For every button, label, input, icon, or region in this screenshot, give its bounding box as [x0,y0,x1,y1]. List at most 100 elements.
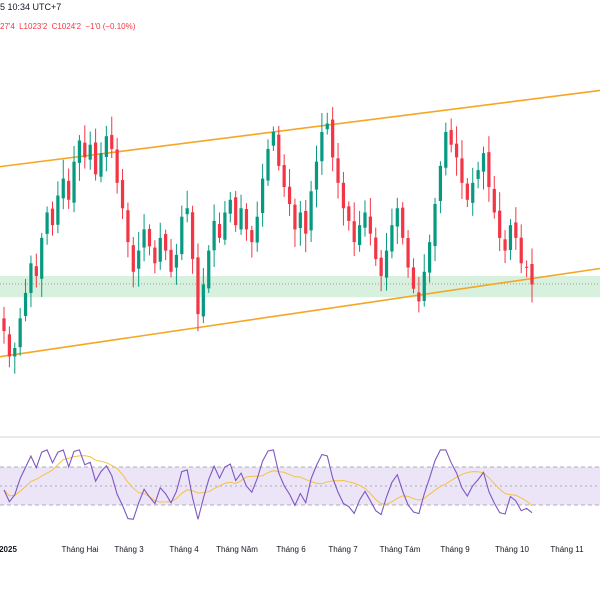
candle-body [83,142,87,158]
candle-body [309,191,313,231]
ohlc-low: L1023'2 [19,22,48,31]
x-tick-label: Tháng 6 [276,545,306,554]
support-zone [0,276,600,298]
candle-body [61,178,65,199]
candle-body [2,318,6,332]
candle-body [196,257,200,315]
candle-body [271,132,276,146]
candle-body [530,263,534,285]
ohlc-change: −1'0 (−0.10%) [85,22,136,31]
candle-body [508,225,513,251]
candle-body [320,132,324,162]
lower-trendline [0,267,600,358]
candle-body [422,271,426,301]
x-tick-label: Tháng 11 [550,545,584,554]
candle-body [433,204,437,247]
candle-body [428,242,432,273]
candle-body [212,220,216,251]
candle-body [476,170,480,179]
candle-body [223,212,227,240]
rsi-ma-line [3,455,533,506]
x-tick-label: Tháng Hai [62,545,99,554]
candle-body [498,210,502,238]
candle-body [411,267,416,289]
candle-body [250,230,254,243]
x-tick-label: Tháng 10 [495,545,529,554]
candle-body [465,183,469,200]
candle-body [67,180,71,200]
rsi-line [3,449,533,520]
x-tick-label: Tháng Năm [216,545,258,554]
candle-body [180,216,184,255]
x-tick-label: Tháng 7 [328,545,358,554]
candle-body [471,182,475,203]
candle-body [18,318,22,348]
candle-body [185,208,189,215]
candle-body [45,212,49,234]
candle-body [460,158,464,183]
time-text: 5 10:34 UTC+7 [0,2,62,12]
candle-body [417,292,421,302]
candle-body [104,136,108,158]
candle-body [503,239,507,251]
candle-body [444,132,448,168]
candle-body [266,148,270,181]
candle-body [298,212,302,229]
candle-body [142,229,146,248]
candle-body [293,204,297,230]
candle-body [244,209,249,230]
candle-body [352,221,356,243]
candle-body [34,266,38,276]
candle-body [454,143,459,158]
candle-body [514,222,518,238]
candle-body [487,152,491,188]
candle-body [7,334,12,357]
ohlc-legend: 27'4 L1023'2 C1024'2 −1'0 (−0.10%) [0,22,137,31]
candle-body [277,134,281,166]
candle-body [331,119,335,158]
candle-body [363,212,367,228]
candle-body [390,225,394,252]
x-tick-label: 2025 [0,545,17,554]
candle-body [115,149,119,183]
candle-body [368,216,372,234]
candle-body [379,257,383,276]
candle-body [347,206,351,221]
candle-body [374,237,378,260]
candle-body [158,237,162,262]
chart-header: 5 10:34 UTC+7 [0,2,61,16]
candle-body [384,250,389,278]
candle-body [174,254,179,268]
ohlc-close: C1024'2 [51,22,82,31]
candle-body [126,210,130,243]
candle-body [304,210,308,234]
candle-body [519,237,523,264]
candle-body [406,238,410,268]
x-tick-label: Tháng 9 [440,545,470,554]
x-tick-label: Tháng 4 [169,545,199,554]
candle-body [325,123,329,130]
candle-body [120,179,125,209]
candle-body [282,165,286,188]
candle-body [524,266,529,268]
candle-body [336,158,340,183]
x-tick-label: Tháng Tám [380,545,421,554]
candle-body [201,284,205,317]
candle-body [72,161,76,203]
candle-body [255,216,259,243]
candle-body [395,208,399,227]
candle-body [99,153,103,177]
candle-body [492,188,496,213]
candle-body [341,182,346,209]
candle-body [23,292,28,316]
candle-body [438,165,443,202]
candle-body [357,225,362,246]
candle-body [207,250,211,289]
candle-body [93,142,98,175]
candle-body [56,195,60,225]
candle-body [239,208,243,230]
candle-body [29,263,33,293]
candle-body [13,348,17,357]
candle-body [260,178,265,214]
